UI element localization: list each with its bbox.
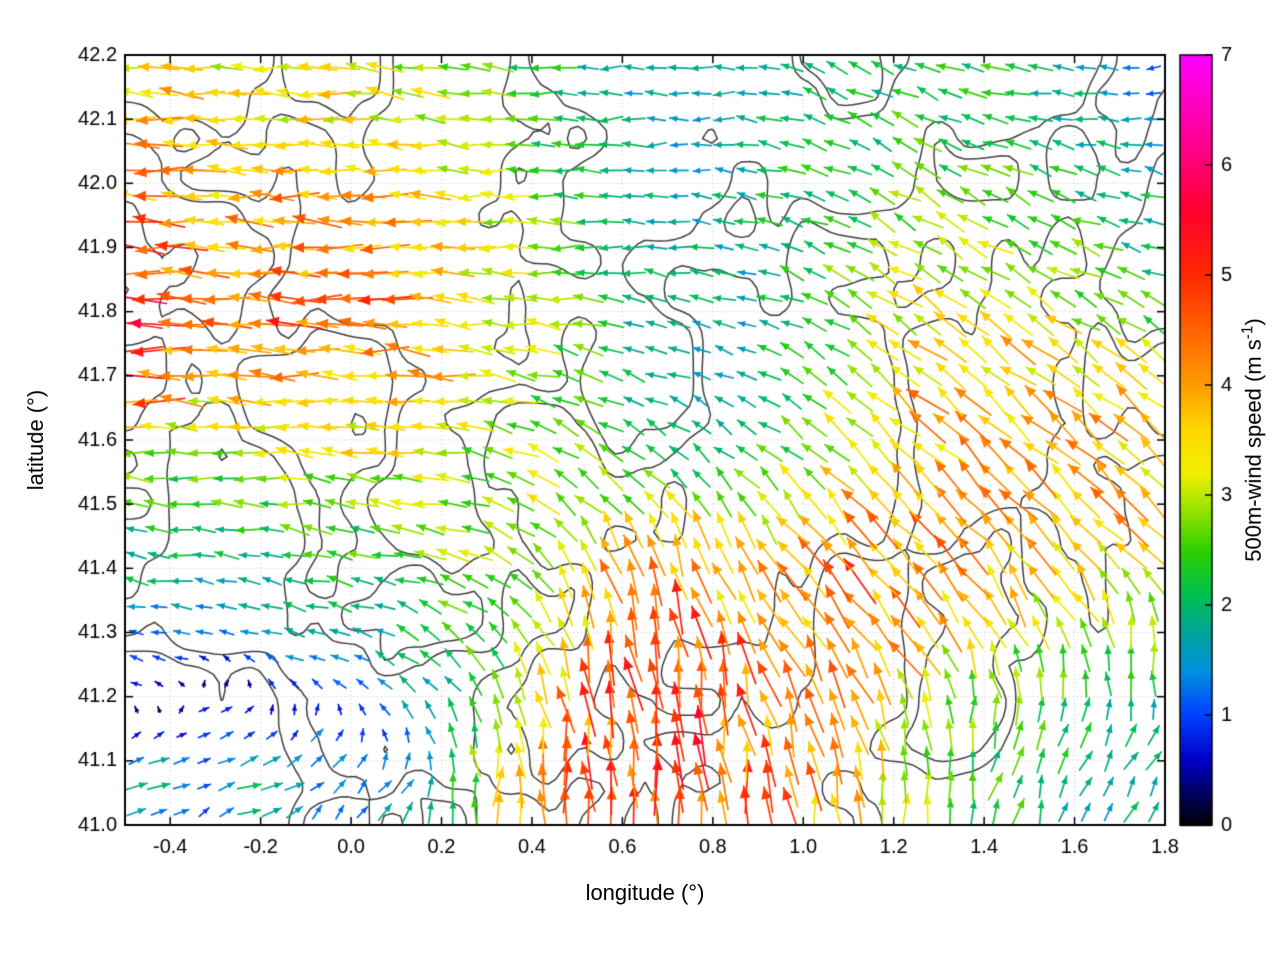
colorbar-label: 500m-wind speed (m s-1) xyxy=(1239,318,1266,562)
x-axis-label: longitude (°) xyxy=(585,880,705,905)
colorbar-label-superscript: -1 xyxy=(1239,325,1257,340)
colorbar-label-close: ) xyxy=(1240,318,1266,326)
y-axis-label: latitude (°) xyxy=(23,389,48,491)
colorbar-label-text: 500m-wind speed (m s xyxy=(1240,339,1266,562)
